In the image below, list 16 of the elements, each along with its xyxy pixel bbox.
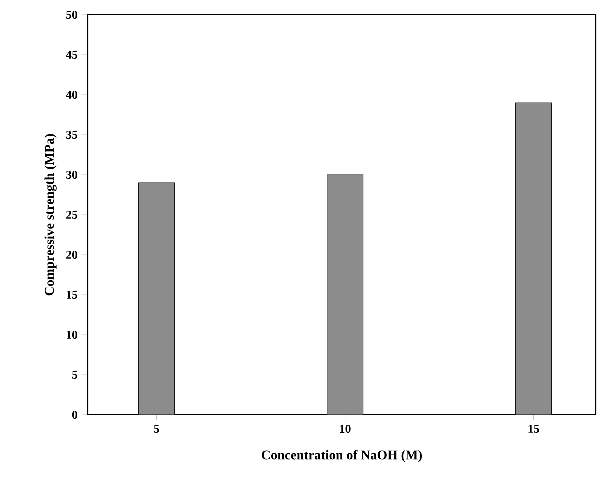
y-axis-title: Compressive strength (MPa) [44,134,57,296]
y-tick-label: 10 [66,330,78,340]
y-tick-label: 20 [66,250,78,260]
y-tick-label: 50 [66,10,78,20]
x-tick-label: 5 [154,425,160,433]
y-tick-label: 40 [66,90,78,100]
y-tick-label: 25 [66,210,78,220]
y-tick-label: 35 [66,130,78,140]
x-tick-label: 10 [340,425,351,434]
y-tick-label: 5 [72,371,78,379]
x-tick-label: 15 [528,425,540,434]
y-tick-label: 15 [66,290,78,300]
y-tick-label: 0 [72,410,78,420]
x-axis-title: Concentration of NaOH (M) [262,450,422,462]
y-tick-label: 30 [66,170,78,180]
y-tick-label: 45 [66,50,78,59]
